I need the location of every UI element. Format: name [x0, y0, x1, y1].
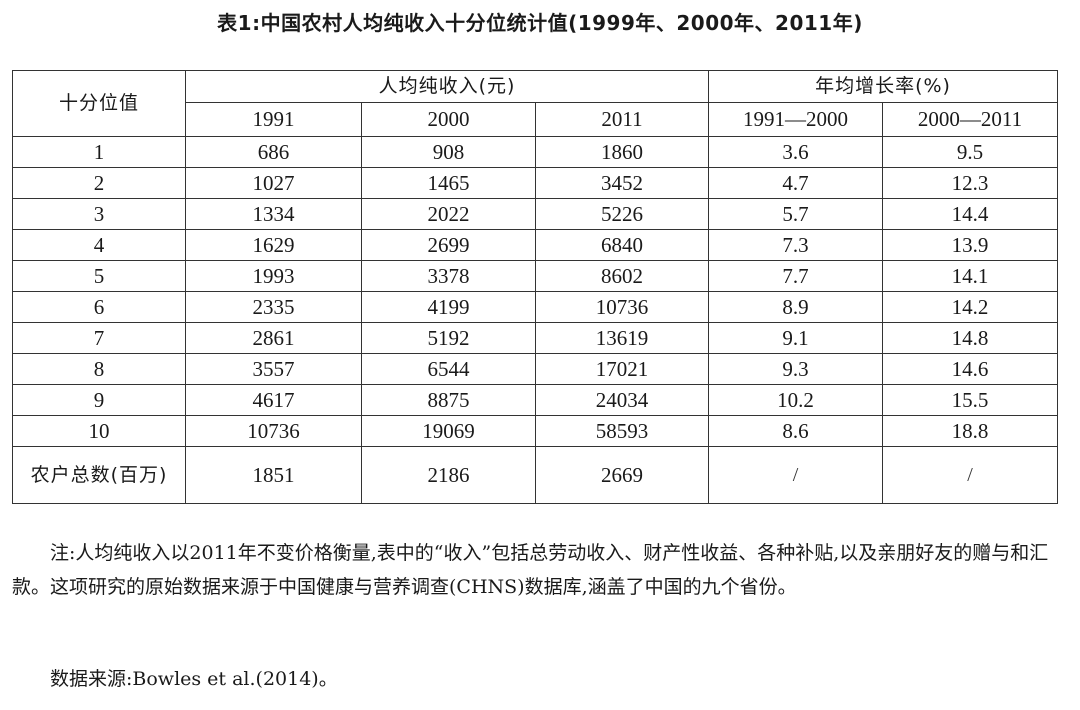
- decile-cell: 2: [12, 167, 186, 199]
- table-cell: 3557: [185, 353, 362, 385]
- table-row: 6 2335 4199 10736 8.9 14.2: [12, 291, 1059, 323]
- table-cell: 8.9: [708, 291, 884, 323]
- table-cell: 58593: [534, 415, 710, 447]
- table-cell: 686: [185, 136, 362, 168]
- table-cell: 908: [361, 136, 536, 168]
- table-cell: 17021: [534, 353, 710, 385]
- table-source: 数据来源:Bowles et al.(2014)。: [12, 662, 1062, 696]
- decile-cell: 3: [12, 198, 186, 230]
- table-cell: 9.1: [708, 322, 884, 354]
- table-cell: 1027: [185, 167, 362, 199]
- table-cell: 6840: [534, 229, 710, 261]
- footer-row: 农户总数(百万) 1851 2186 2669//: [12, 446, 1059, 504]
- table-note: 注:人均纯收入以2011年不变价格衡量,表中的“收入”包括总劳动收入、财产性收益…: [12, 536, 1062, 604]
- table-row: 10 10736 19069 58593 8.6 18.8: [12, 415, 1059, 447]
- table-cell: 5192: [361, 322, 536, 354]
- table-row: 9 4617 8875 24034 10.2 15.5: [12, 384, 1059, 416]
- table-row: 1 686 908 1860 3.6 9.5: [12, 136, 1059, 168]
- table-cell: 10736: [534, 291, 710, 323]
- household-total-cell: 1851: [185, 446, 362, 504]
- col-header-growth-1991-2000: 1991—2000: [708, 102, 884, 137]
- table-cell: 4199: [361, 291, 536, 323]
- table-cell: 24034: [534, 384, 710, 416]
- decile-cell: 9: [12, 384, 186, 416]
- table-cell: 15.5: [882, 384, 1059, 416]
- table-cell: 4617: [185, 384, 362, 416]
- decile-cell: 1: [12, 136, 186, 168]
- col-header-2011: 2011: [534, 102, 710, 137]
- table-cell: 4.7: [708, 167, 884, 199]
- source-text: 数据来源:Bowles et al.(2014)。: [50, 668, 338, 690]
- table-row: 2 1027 1465 3452 4.7 12.3: [12, 167, 1059, 199]
- table-cell: 7.3: [708, 229, 884, 261]
- table-cell: 1860: [534, 136, 710, 168]
- table-cell: 9.3: [708, 353, 884, 385]
- table-cell: 14.6: [882, 353, 1059, 385]
- table-cell: 14.2: [882, 291, 1059, 323]
- decile-cell: 8: [12, 353, 186, 385]
- table-row: 4 1629 2699 6840 7.3 13.9: [12, 229, 1059, 261]
- table-cell: 10.2: [708, 384, 884, 416]
- table-cell: 18.8: [882, 415, 1059, 447]
- col-header-1991: 1991: [185, 102, 362, 137]
- decile-cell: 4: [12, 229, 186, 261]
- decile-cell: 10: [12, 415, 186, 447]
- table-cell: 2861: [185, 322, 362, 354]
- table-cell: 5.7: [708, 198, 884, 230]
- household-total-label: 农户总数(百万): [12, 446, 186, 504]
- table-cell: 8602: [534, 260, 710, 292]
- household-total-cell: 2669: [534, 446, 710, 504]
- table-cell: 1993: [185, 260, 362, 292]
- decile-header: 十分位值: [12, 70, 186, 137]
- income-decile-table: 十分位值 人均纯收入(元) 年均增长率(%) 1991 2000 2011 19…: [12, 70, 1059, 504]
- table-cell: 8.6: [708, 415, 884, 447]
- header-row-groups: 十分位值 人均纯收入(元) 年均增长率(%): [12, 70, 1059, 137]
- table-cell: 13619: [534, 322, 710, 354]
- table-cell: 14.8: [882, 322, 1059, 354]
- table-row: 8 3557 6544 17021 9.3 14.6: [12, 353, 1059, 385]
- table-cell: 3.6: [708, 136, 884, 168]
- household-total-cell: /: [708, 446, 884, 504]
- table-cell: 13.9: [882, 229, 1059, 261]
- table-cell: 14.4: [882, 198, 1059, 230]
- table-row: 3 1334 2022 5226 5.7 14.4: [12, 198, 1059, 230]
- table-row: 5 1993 3378 8602 7.7 14.1: [12, 260, 1059, 292]
- table-cell: 1629: [185, 229, 362, 261]
- table-cell: 2699: [361, 229, 536, 261]
- table-cell: 8875: [361, 384, 536, 416]
- table-cell: 14.1: [882, 260, 1059, 292]
- col-header-growth-2000-2011: 2000—2011: [882, 102, 1059, 137]
- table-cell: 3378: [361, 260, 536, 292]
- table-cell: 1465: [361, 167, 536, 199]
- decile-cell: 7: [12, 322, 186, 354]
- col-header-2000: 2000: [361, 102, 536, 137]
- table-row: 7 2861 5192 13619 9.1 14.8: [12, 322, 1059, 354]
- decile-cell: 6: [12, 291, 186, 323]
- note-text: 注:人均纯收入以2011年不变价格衡量,表中的“收入”包括总劳动收入、财产性收益…: [12, 542, 1049, 598]
- household-total-cell: 2186: [361, 446, 536, 504]
- income-group-header: 人均纯收入(元): [184, 70, 710, 103]
- table-title: 表1:中国农村人均纯收入十分位统计值(1999年、2000年、2011年): [217, 11, 863, 35]
- decile-cell: 5: [12, 260, 186, 292]
- table-cell: 2335: [185, 291, 362, 323]
- table-cell: 1334: [185, 198, 362, 230]
- table-cell: 6544: [361, 353, 536, 385]
- table-cell: 3452: [534, 167, 710, 199]
- table-cell: 7.7: [708, 260, 884, 292]
- table-cell: 2022: [361, 198, 536, 230]
- table-cell: 10736: [185, 415, 362, 447]
- household-total-cell: /: [882, 446, 1059, 504]
- table-cell: 12.3: [882, 167, 1059, 199]
- table-cell: 5226: [534, 198, 710, 230]
- table-cell: 19069: [361, 415, 536, 447]
- table-cell: 9.5: [882, 136, 1059, 168]
- growth-group-header: 年均增长率(%): [708, 70, 1059, 103]
